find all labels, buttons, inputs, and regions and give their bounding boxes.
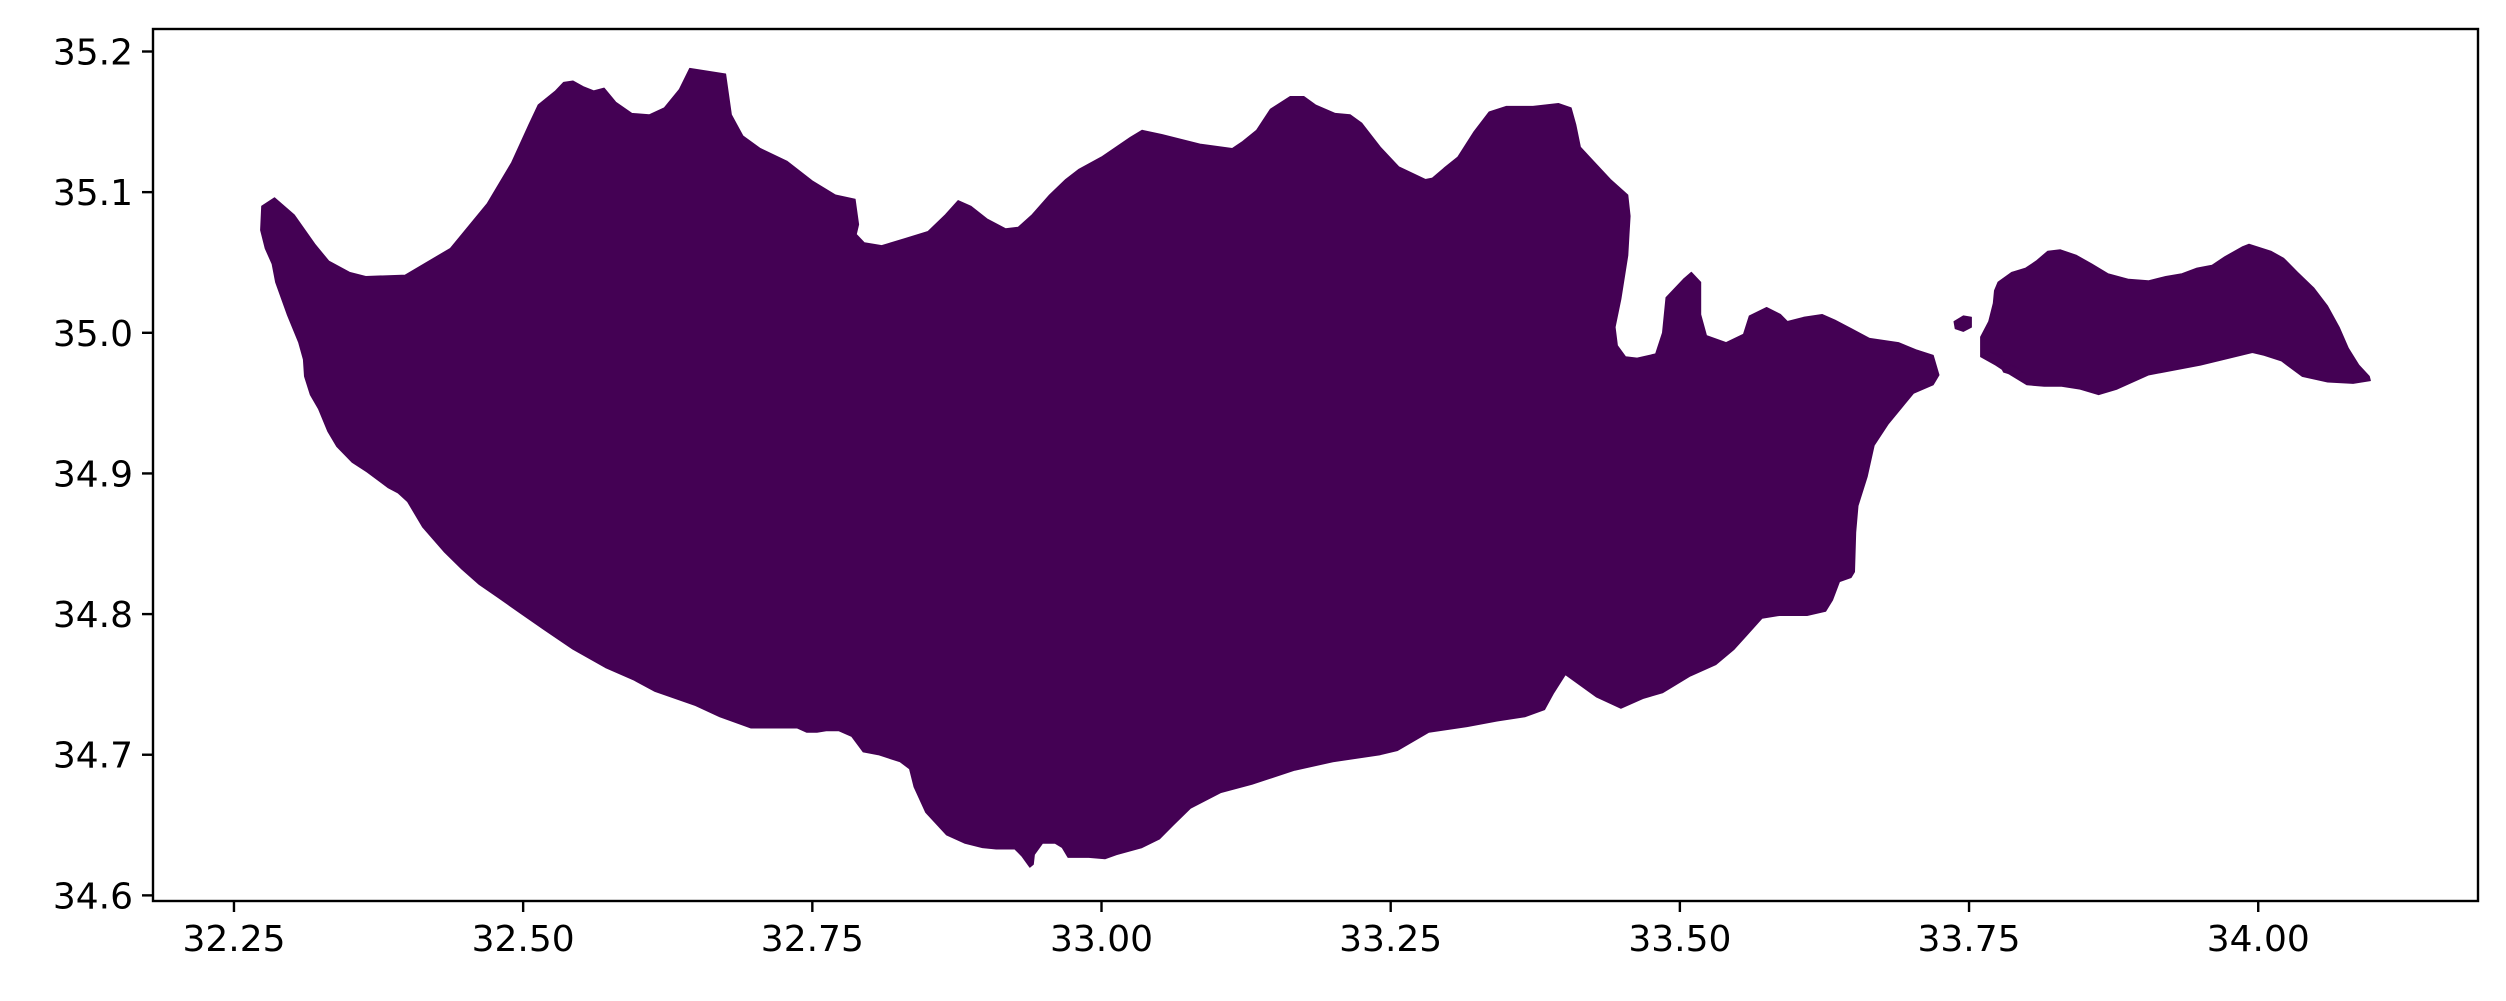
x-tick-label: 32.50 [472, 919, 575, 960]
y-tick-label: 35.0 [53, 314, 133, 355]
x-tick-label: 32.75 [761, 919, 864, 960]
map-shape-main [260, 67, 1940, 868]
map-shape-islet-3 [2000, 364, 2023, 376]
y-tick-label: 34.9 [53, 454, 133, 495]
x-tick-label: 32.25 [182, 919, 285, 960]
map-shapes [260, 67, 2371, 868]
y-tick-label: 34.8 [53, 595, 133, 636]
x-tick-label: 33.75 [1918, 919, 2021, 960]
x-tick-label: 34.00 [2207, 919, 2310, 960]
map-shape-east [1980, 243, 2371, 396]
y-tick-label: 34.6 [53, 876, 133, 917]
x-axis: 32.25 32.50 32.75 33.00 33.25 33.50 33.75 34.00 [182, 901, 2310, 960]
x-tick-label: 33.00 [1050, 919, 1153, 960]
y-tick-label: 35.2 [53, 33, 133, 74]
x-tick-label: 33.50 [1628, 919, 1731, 960]
y-tick-label: 35.1 [53, 173, 133, 214]
y-axis: 34.6 34.7 34.8 34.9 35.0 35.1 35.2 [53, 33, 153, 917]
map-shape-islet-1 [1953, 315, 1972, 332]
axes-frame [151, 27, 2480, 903]
y-tick-label: 34.7 [53, 736, 133, 777]
map-shape-islet-2 [1982, 352, 2007, 365]
x-tick-label: 33.25 [1339, 919, 1442, 960]
